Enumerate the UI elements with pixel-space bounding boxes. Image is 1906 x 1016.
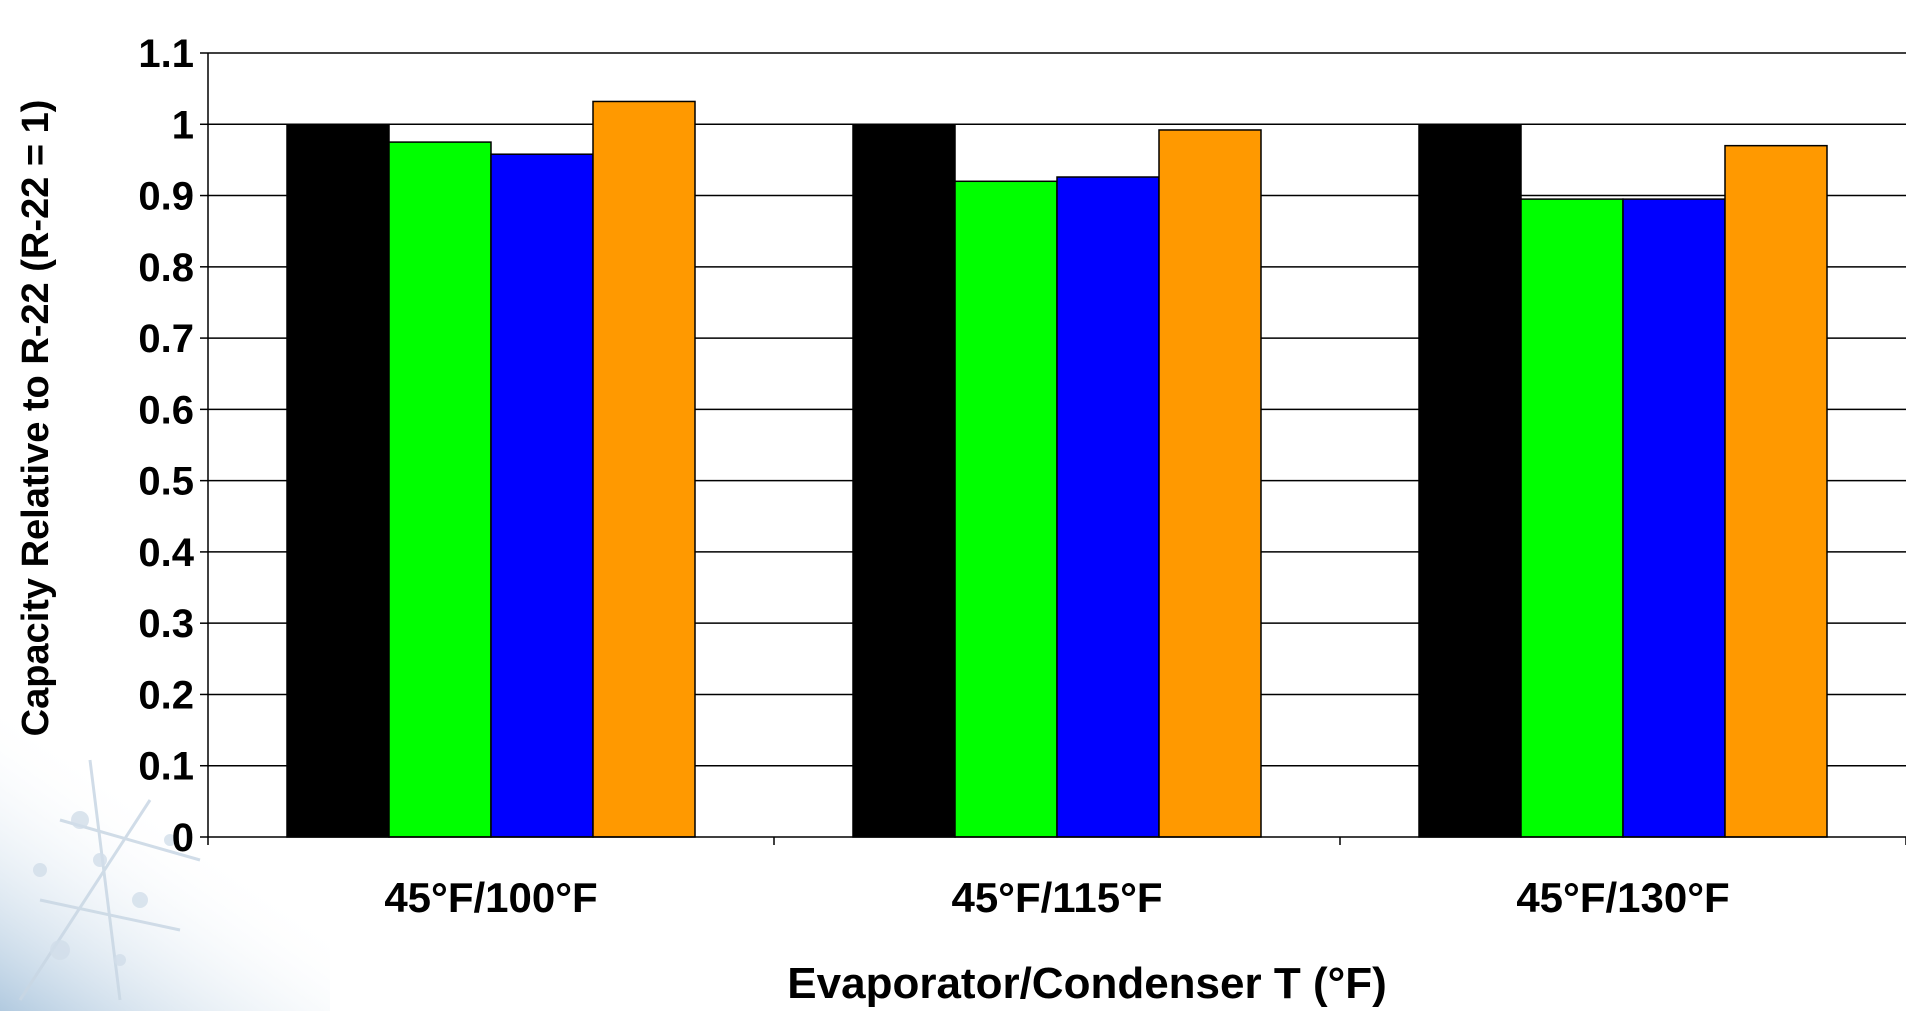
bar-0-0 (286, 123, 390, 838)
y-tick-labels: 0 0.1 0.2 0.3 0.4 0.5 0.6 0.7 0.8 0.9 1 1.1 (138, 32, 194, 860)
y-tick-label-4: 0.4 (138, 531, 194, 575)
x-tick-label-0: 45°F/100°F (384, 874, 597, 921)
axes (200, 52, 1906, 845)
y-tick-label-6: 0.6 (138, 388, 194, 432)
y-tick-label-1: 0.1 (138, 745, 194, 789)
bar-2-0 (1418, 123, 1522, 838)
bar-0-2 (490, 153, 594, 838)
y-tick-label-11: 1.1 (138, 32, 194, 76)
bar-0-1 (388, 141, 492, 838)
x-axis-title: Evaporator/Condenser T (°F) (787, 959, 1386, 1008)
bar-1-0 (852, 123, 956, 838)
x-tick-labels: 45°F/100°F 45°F/115°F 45°F/130°F (384, 874, 1729, 921)
y-tick-label-8: 0.8 (138, 246, 194, 290)
bar-1-1 (954, 180, 1058, 838)
y-tick-label-3: 0.3 (138, 602, 194, 646)
y-tick-label-10: 1 (172, 103, 194, 147)
y-tick-label-7: 0.7 (138, 317, 194, 361)
bar-2-1 (1520, 198, 1624, 838)
y-tick-label-9: 0.9 (138, 175, 194, 219)
bar-2-3 (1724, 144, 1828, 838)
bars (286, 100, 1828, 838)
bar-1-2 (1056, 176, 1160, 838)
x-tick-label-1: 45°F/115°F (951, 874, 1162, 921)
bar-1-3 (1158, 129, 1262, 838)
bar-0-3 (592, 100, 696, 838)
y-tick-label-2: 0.2 (138, 673, 194, 717)
y-tick-label-0: 0 (172, 816, 194, 860)
y-axis-title: Capacity Relative to R-22 (R-22 = 1) (15, 100, 57, 737)
x-tick-label-2: 45°F/130°F (1516, 874, 1729, 921)
bar-2-2 (1622, 198, 1726, 838)
y-tick-label-5: 0.5 (138, 460, 194, 504)
